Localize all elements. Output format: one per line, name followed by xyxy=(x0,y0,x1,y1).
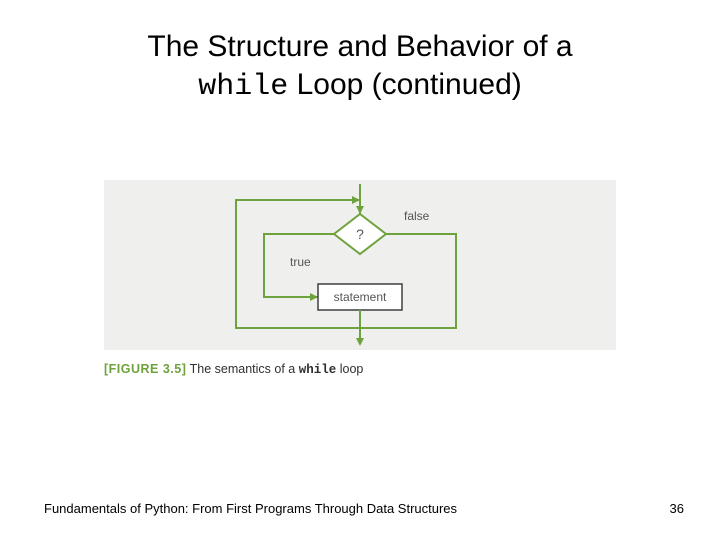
slide-title: The Structure and Behavior of a while Lo… xyxy=(0,28,720,106)
svg-text:?: ? xyxy=(356,226,364,242)
title-line2-rest: Loop (continued) xyxy=(288,68,522,101)
svg-text:true: true xyxy=(290,255,311,269)
while-loop-flowchart: ? true statement false xyxy=(104,180,616,350)
footer-text: Fundamentals of Python: From First Progr… xyxy=(44,501,457,516)
figure-caption-before: The semantics of a xyxy=(186,362,298,376)
figure-caption: [FIGURE 3.5] The semantics of a while lo… xyxy=(104,362,363,377)
title-monoword: while xyxy=(198,70,288,104)
svg-text:false: false xyxy=(404,209,430,223)
figure-caption-mono: while xyxy=(299,363,337,377)
figure-panel: ? true statement false xyxy=(104,180,616,350)
svg-text:statement: statement xyxy=(334,290,387,304)
title-line1: The Structure and Behavior of a xyxy=(147,30,572,63)
page-number: 36 xyxy=(670,501,684,516)
figure-label: [FIGURE 3.5] xyxy=(104,362,186,376)
figure-caption-after: loop xyxy=(336,362,363,376)
